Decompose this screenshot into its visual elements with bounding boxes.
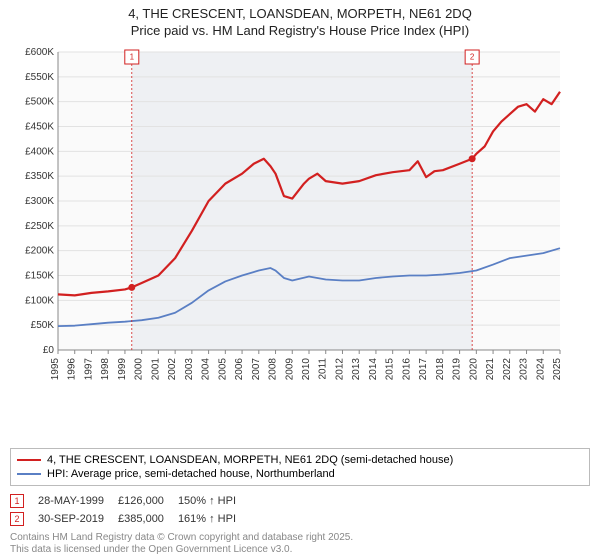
legend-label: HPI: Average price, semi-detached house,… [47, 468, 335, 480]
svg-text:2013: 2013 [351, 358, 362, 381]
chart-titles: 4, THE CRESCENT, LOANSDEAN, MORPETH, NE6… [10, 6, 590, 38]
svg-text:2003: 2003 [184, 358, 195, 381]
svg-text:£50K: £50K [31, 320, 55, 331]
marker-pct: 150% ↑ HPI [178, 492, 250, 510]
marker-dot-2 [469, 155, 476, 162]
markers-table: 1 28-MAY-1999£126,000150% ↑ HPI 2 30-SEP-20… [10, 492, 590, 528]
svg-text:2024: 2024 [535, 358, 546, 381]
legend: 4, THE CRESCENT, LOANSDEAN, MORPETH, NE6… [10, 448, 590, 486]
svg-text:£450K: £450K [25, 122, 54, 133]
marker-pct: 161% ↑ HPI [178, 510, 250, 528]
marker-dot-1 [128, 284, 135, 291]
svg-text:£500K: £500K [25, 97, 54, 108]
svg-text:2002: 2002 [167, 358, 178, 381]
marker-date: 30-SEP-2019 [38, 510, 118, 528]
marker-row: 1 28-MAY-1999£126,000150% ↑ HPI [10, 492, 250, 510]
footer-line1: Contains HM Land Registry data © Crown c… [10, 532, 590, 544]
svg-text:£300K: £300K [25, 196, 54, 207]
svg-text:2006: 2006 [234, 358, 245, 381]
svg-text:1997: 1997 [83, 358, 94, 381]
svg-text:2010: 2010 [301, 358, 312, 381]
svg-text:2012: 2012 [334, 358, 345, 381]
footer: Contains HM Land Registry data © Crown c… [10, 532, 590, 556]
svg-text:2015: 2015 [385, 358, 396, 381]
svg-text:2008: 2008 [268, 358, 279, 381]
svg-text:2000: 2000 [134, 358, 145, 381]
svg-text:1996: 1996 [67, 358, 78, 381]
svg-text:2004: 2004 [201, 358, 212, 381]
svg-text:2021: 2021 [485, 358, 496, 381]
marker-date: 28-MAY-1999 [38, 492, 118, 510]
marker-ref-box: 1 [10, 494, 24, 508]
svg-text:£550K: £550K [25, 72, 54, 83]
svg-text:1998: 1998 [100, 358, 111, 381]
title-line1: 4, THE CRESCENT, LOANSDEAN, MORPETH, NE6… [10, 6, 590, 21]
svg-text:2007: 2007 [251, 358, 262, 381]
chart-area: £0 £50K £100K £150K £200K £250K £300K £350K £400… [10, 44, 590, 442]
svg-text:2022: 2022 [502, 358, 513, 381]
legend-row-1: HPI: Average price, semi-detached house,… [17, 467, 583, 481]
svg-text:2023: 2023 [519, 358, 530, 381]
svg-text:£100K: £100K [25, 295, 54, 306]
svg-text:£200K: £200K [25, 246, 54, 257]
marker-price: £385,000 [118, 510, 178, 528]
svg-text:2011: 2011 [318, 358, 329, 380]
legend-row-0: 4, THE CRESCENT, LOANSDEAN, MORPETH, NE6… [17, 453, 583, 467]
svg-text:2014: 2014 [368, 358, 379, 381]
svg-text:£400K: £400K [25, 146, 54, 157]
marker-row: 2 30-SEP-2019£385,000161% ↑ HPI [10, 510, 250, 528]
svg-text:£0: £0 [43, 345, 55, 356]
footer-line2: This data is licensed under the Open Gov… [10, 544, 590, 556]
svg-text:2016: 2016 [401, 358, 412, 381]
svg-text:1: 1 [130, 53, 135, 62]
marker-ref-box: 2 [10, 512, 24, 526]
svg-text:2: 2 [470, 53, 475, 62]
svg-text:1999: 1999 [117, 358, 128, 381]
svg-text:2025: 2025 [552, 358, 563, 381]
svg-text:£150K: £150K [25, 271, 54, 282]
svg-text:2017: 2017 [418, 358, 429, 381]
svg-text:£250K: £250K [25, 221, 54, 232]
marker-price: £126,000 [118, 492, 178, 510]
line-chart: £0 £50K £100K £150K £200K £250K £300K £350K £400… [10, 44, 570, 384]
svg-text:1995: 1995 [50, 358, 61, 381]
svg-text:2009: 2009 [284, 358, 295, 381]
svg-text:2019: 2019 [452, 358, 463, 381]
legend-label: 4, THE CRESCENT, LOANSDEAN, MORPETH, NE6… [47, 454, 453, 466]
svg-text:2018: 2018 [435, 358, 446, 381]
svg-text:2020: 2020 [468, 358, 479, 381]
legend-swatch [17, 459, 41, 461]
svg-text:£600K: £600K [25, 47, 54, 58]
svg-text:2005: 2005 [217, 358, 228, 381]
title-line2: Price paid vs. HM Land Registry's House … [10, 23, 590, 38]
svg-text:£350K: £350K [25, 171, 54, 182]
legend-swatch [17, 473, 41, 475]
svg-text:2001: 2001 [150, 358, 161, 381]
